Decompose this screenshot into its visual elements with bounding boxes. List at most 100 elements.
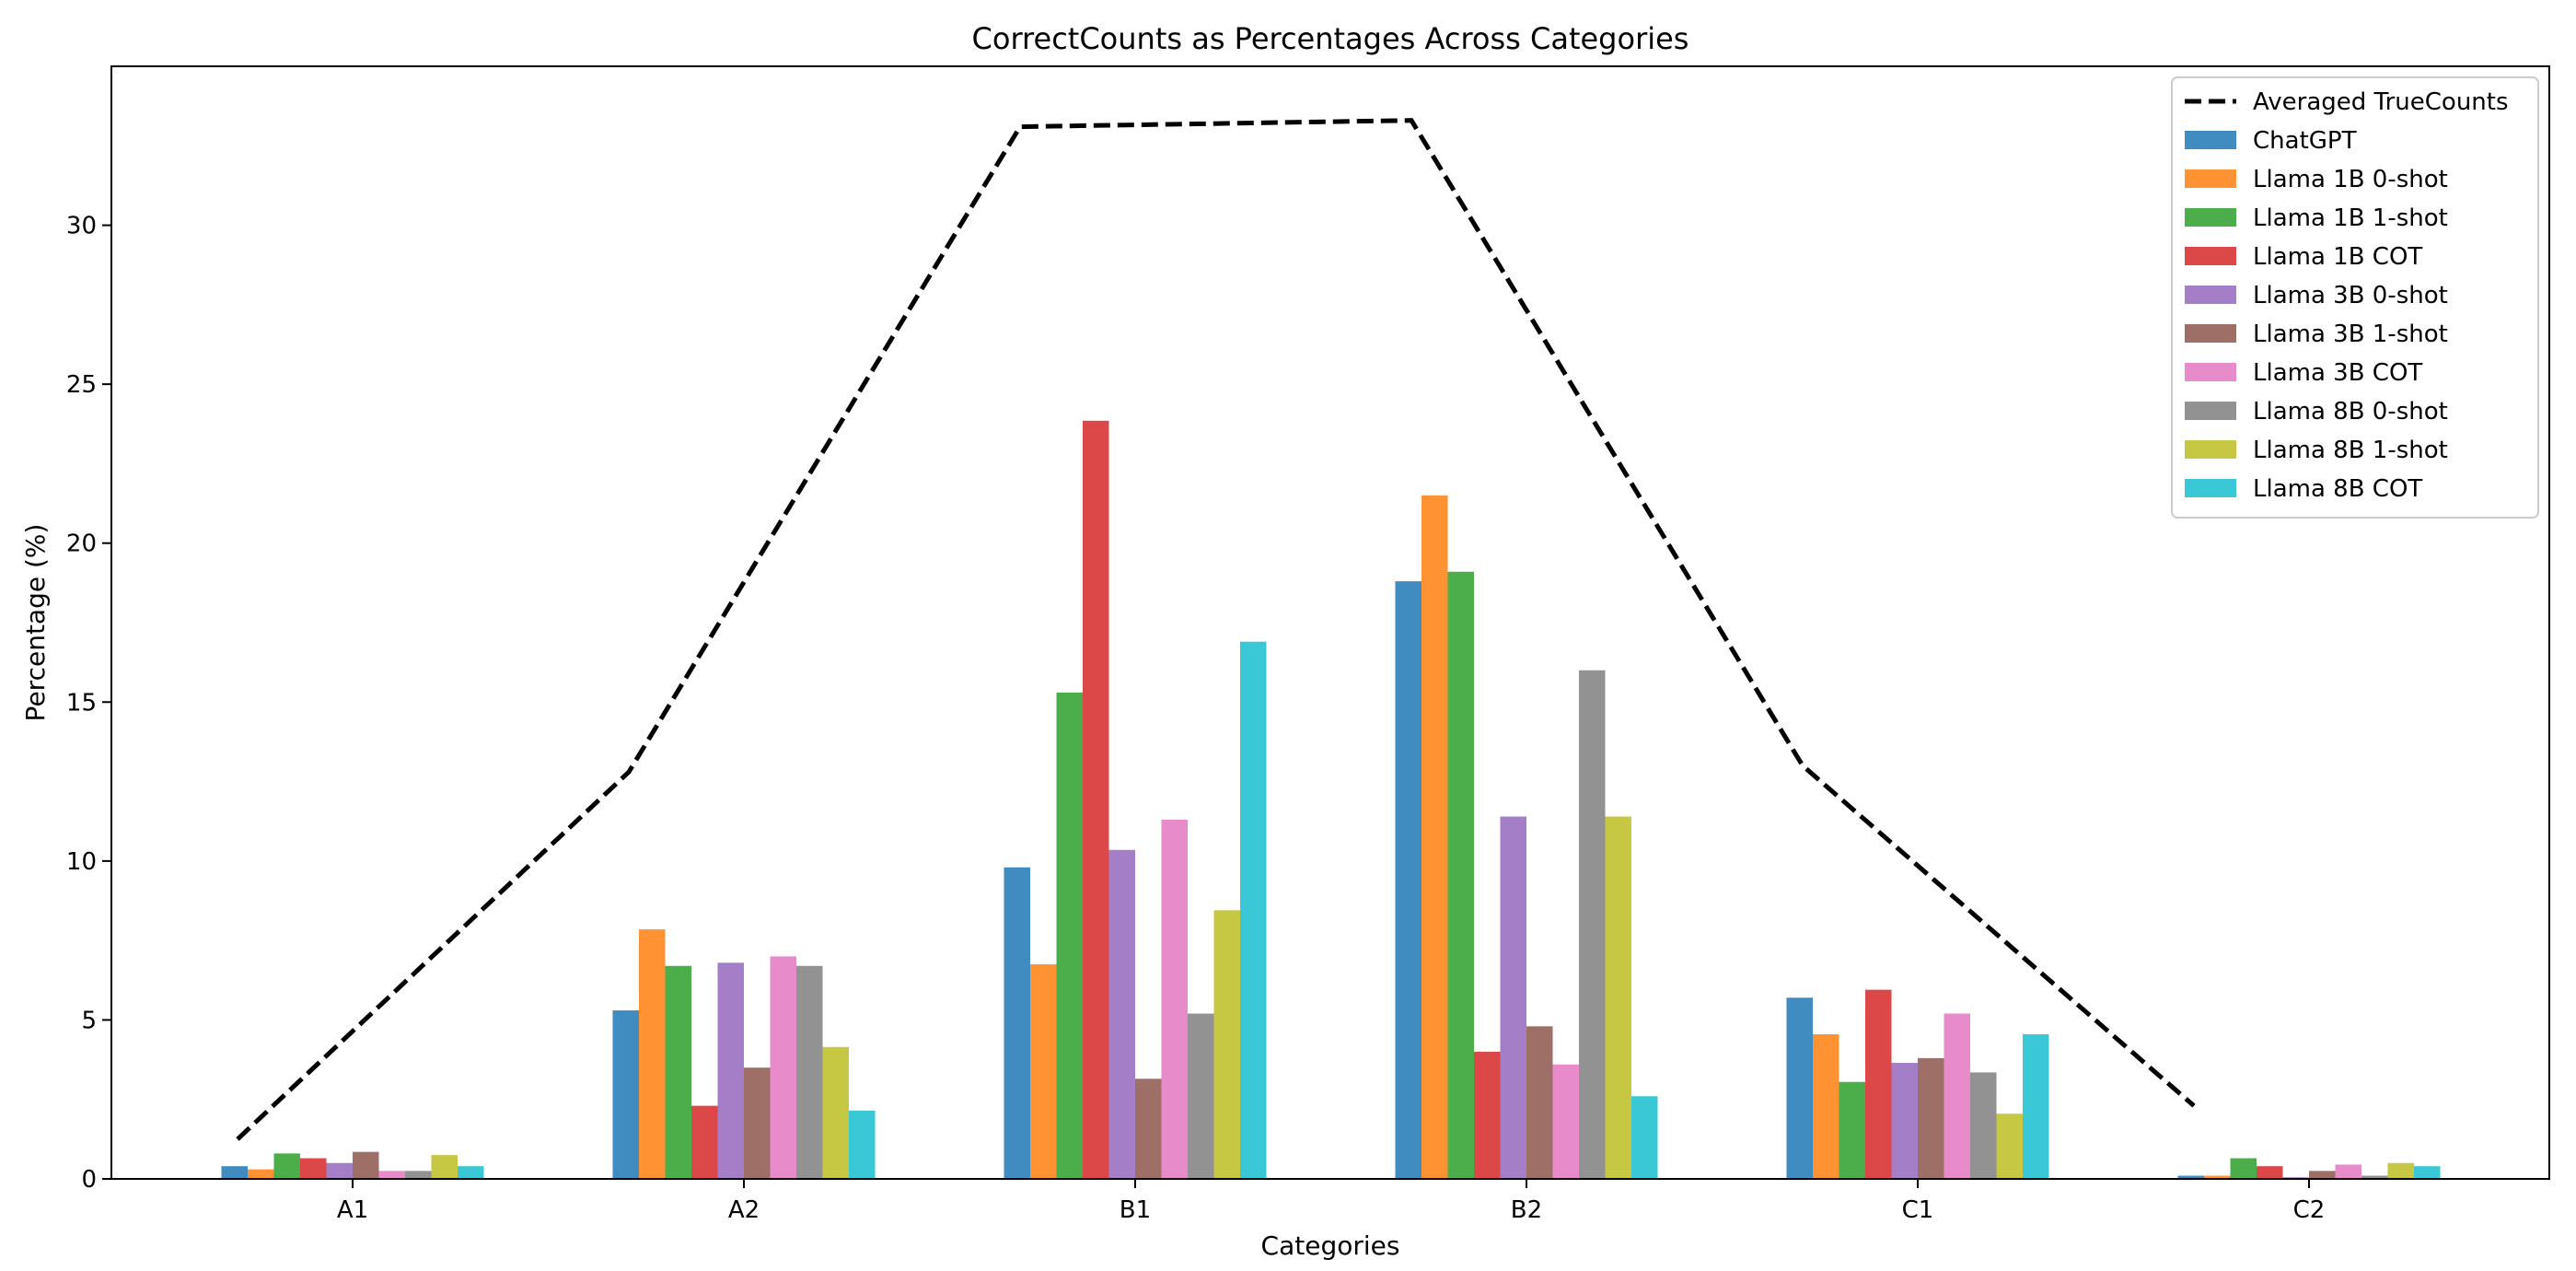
bar-b2-series-4 [1500,816,1526,1179]
y-tick-label: 25 [66,371,97,399]
bar-c1-series-8 [1996,1114,2023,1179]
x-tick-label: B2 [1511,1196,1542,1224]
bar-a2-series-7 [796,965,823,1179]
bar-b1-series-9 [1240,641,1267,1179]
bar-a2-series-2 [665,965,691,1179]
x-tick-label: C1 [1902,1196,1934,1224]
y-tick-label: 5 [81,1007,97,1034]
bar-c2-series-5 [2309,1171,2336,1179]
x-axis-label: Categories [1261,1230,1400,1261]
bar-a1-series-7 [405,1171,432,1179]
legend-label: Llama 8B COT [2253,475,2422,503]
bar-c2-series-9 [2414,1166,2441,1179]
bar-b2-series-8 [1605,816,1631,1179]
bar-a1-series-9 [458,1166,484,1179]
legend-swatch [2185,440,2236,459]
bar-c2-series-6 [2335,1164,2361,1179]
bar-a1-series-5 [353,1151,379,1179]
legend-swatch [2185,169,2236,188]
bar-c1-series-2 [1839,1081,1865,1179]
bar-b1-series-2 [1056,692,1083,1179]
trend-line-group [236,118,2196,1141]
y-tick-label: 10 [66,848,97,876]
bar-a1-series-8 [431,1155,458,1179]
bar-b2-series-5 [1526,1026,1553,1179]
bar-b1-series-6 [1161,819,1188,1179]
bar-c2-series-8 [2387,1162,2414,1179]
legend-label: Llama 1B COT [2253,243,2422,271]
plot-frame [110,65,2550,1180]
legend-label: Llama 8B 0-shot [2253,398,2448,426]
bar-c2-series-0 [2177,1175,2204,1179]
bars-group [221,420,2441,1180]
bar-a2-series-5 [744,1067,771,1179]
bar-c2-series-2 [2230,1158,2257,1179]
bar-a2-series-6 [770,956,796,1179]
x-tick-label: A2 [728,1196,760,1224]
legend-swatch [2185,363,2236,381]
bar-b1-series-8 [1213,910,1240,1179]
legend-label: Llama 1B 0-shot [2253,166,2448,193]
x-tick-label: C2 [2293,1196,2326,1224]
legend-swatch [2185,479,2236,497]
y-tick-label: 20 [66,531,97,558]
bar-b2-series-6 [1552,1064,1579,1179]
bar-a1-series-6 [378,1171,405,1179]
bar-b2-series-3 [1474,1051,1501,1179]
bar-c2-series-3 [2257,1166,2283,1179]
bar-a2-series-8 [822,1046,849,1179]
bar-b2-series-9 [1631,1096,1658,1179]
bar-b1-series-1 [1030,964,1057,1179]
bar-b2-series-2 [1447,571,1474,1179]
legend: Averaged TrueCounts ChatGPT Llama 1B 0-sho… [2171,76,2539,519]
legend-swatch [2185,208,2236,227]
bar-a2-series-4 [717,962,744,1179]
x-tick-label: B1 [1120,1196,1151,1224]
y-tick-label: 15 [66,689,97,717]
legend-label: Averaged TrueCounts [2253,88,2509,116]
bar-c2-series-1 [2204,1175,2231,1179]
legend-label: Llama 3B 0-shot [2253,282,2448,309]
bar-a1-series-3 [300,1158,327,1179]
x-axis: A1 A2 B1 B2 C1 C2 [337,1179,2326,1224]
legend-swatch [2185,131,2236,149]
bar-a1-series-2 [273,1153,300,1179]
bar-c1-series-3 [1865,989,1892,1179]
bar-a1-series-4 [326,1162,353,1179]
bar-b2-series-0 [1395,581,1421,1179]
legend-swatch [2185,247,2236,265]
bar-c1-series-7 [1970,1072,1997,1179]
bar-b2-series-1 [1421,495,1448,1179]
bar-c1-series-1 [1813,1033,1839,1179]
bar-c1-series-4 [1891,1063,1918,1179]
x-tick-label: A1 [337,1196,368,1224]
legend-label: Llama 8B 1-shot [2253,437,2448,464]
legend-label: Llama 3B 1-shot [2253,321,2448,348]
bar-a2-series-1 [639,929,666,1179]
legend-label: Llama 1B 1-shot [2253,204,2448,232]
averaged-truecounts-line [236,118,2196,1141]
bar-c1-series-9 [2023,1033,2049,1179]
legend-swatch [2185,286,2236,304]
y-tick-label: 30 [66,213,97,240]
bar-b1-series-5 [1135,1079,1162,1179]
bar-c1-series-6 [1944,1013,1970,1179]
legend-label: ChatGPT [2253,127,2357,155]
legend-box [2171,76,2539,519]
bar-a1-series-1 [248,1169,274,1179]
bar-c2-series-7 [2361,1175,2388,1179]
bar-b2-series-7 [1579,670,1606,1179]
bar-c1-series-5 [1918,1057,1944,1179]
bar-a2-series-9 [849,1110,876,1179]
bar-a1-series-0 [221,1166,248,1179]
y-axis: 0 5 10 15 20 25 30 [66,213,111,1194]
bar-a2-series-3 [691,1105,718,1179]
chart-title: CorrectCounts as Percentages Across Cate… [972,21,1689,56]
bar-c1-series-0 [1786,997,1813,1179]
bar-b1-series-0 [1004,867,1030,1179]
y-tick-label: 0 [81,1166,97,1194]
y-axis-label: Percentage (%) [20,524,51,722]
bar-b1-series-7 [1188,1013,1214,1179]
bar-b1-series-3 [1083,420,1109,1180]
